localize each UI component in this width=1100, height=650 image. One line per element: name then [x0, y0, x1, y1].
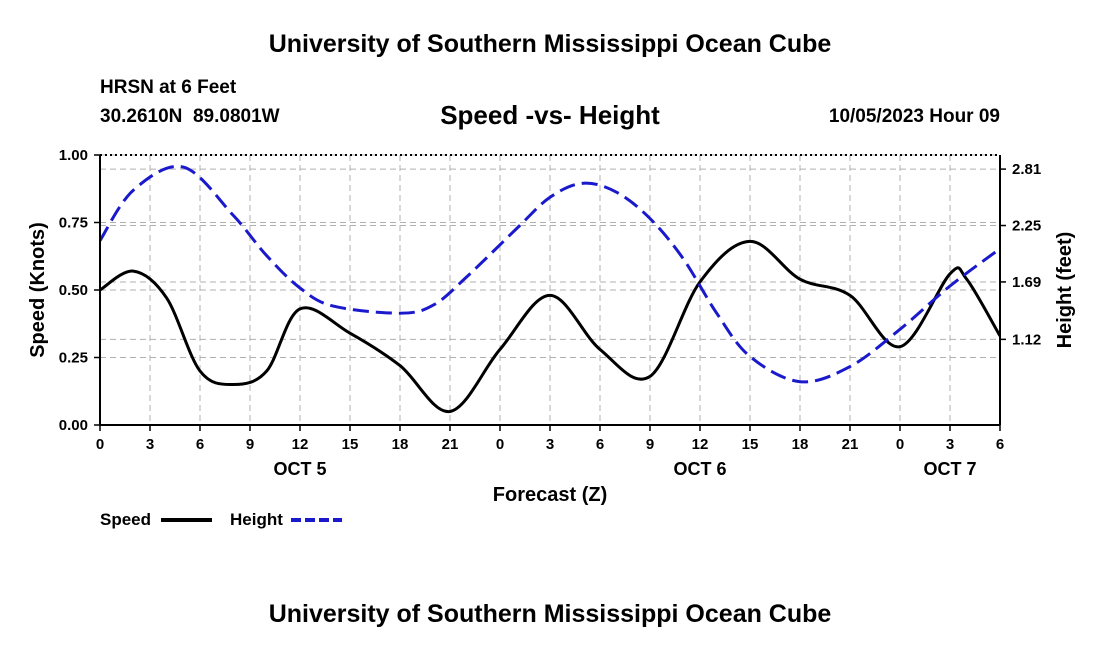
series-line-height — [100, 164, 1000, 384]
x-tick-label: 18 — [392, 436, 409, 453]
y-left-tick-label: 0.25 — [59, 350, 88, 367]
legend-speed-label: Speed — [100, 510, 152, 529]
x-tick-label: 9 — [246, 436, 254, 453]
legend-height-swatch — [291, 518, 342, 522]
x-tick-label: 0 — [896, 436, 904, 453]
x-tick-label: 6 — [996, 436, 1004, 453]
x-tick-label: 18 — [792, 436, 809, 453]
x-tick-label: 15 — [342, 436, 359, 453]
y-left-tick-label: 0.75 — [59, 215, 88, 232]
station-coordinates: 30.2610N 89.0801W — [100, 106, 280, 127]
x-tick-label: 9 — [646, 436, 654, 453]
y-right-tick-label: 1.12 — [1012, 331, 1041, 348]
chart-title: Speed -vs- Height — [440, 100, 660, 130]
x-day-label: OCT 6 — [673, 459, 726, 479]
y-left-tick-label: 1.00 — [59, 147, 88, 164]
page-title-top: University of Southern Mississippi Ocean… — [268, 30, 832, 58]
x-tick-label: 15 — [742, 436, 759, 453]
x-day-label: OCT 7 — [923, 459, 976, 479]
x-tick-label: 6 — [196, 436, 204, 453]
x-day-label: OCT 5 — [273, 459, 326, 479]
x-axis-title: Forecast (Z) — [493, 484, 607, 506]
y-right-axis-title: Height (feet) — [1054, 232, 1076, 349]
x-tick-label: 3 — [546, 436, 554, 453]
x-tick-label: 21 — [442, 436, 459, 453]
x-tick-label: 12 — [292, 436, 309, 453]
x-tick-label: 0 — [496, 436, 504, 453]
forecast-datetime: 10/05/2023 Hour 09 — [828, 106, 1000, 127]
x-tick-label: 3 — [946, 436, 954, 453]
x-tick-label: 3 — [146, 436, 154, 453]
x-tick-label: 6 — [596, 436, 604, 453]
y-right-tick-label: 2.81 — [1012, 161, 1041, 178]
series-line-speed — [100, 239, 1000, 414]
y-left-tick-label: 0.50 — [59, 282, 88, 299]
y-right-tick-label: 1.69 — [1012, 274, 1041, 291]
x-tick-label: 0 — [96, 436, 104, 453]
station-label: HRSN at 6 Feet — [100, 77, 237, 98]
page-title-bottom: University of Southern Mississippi Ocean… — [268, 600, 832, 628]
y-right-tick-label: 2.25 — [1012, 218, 1041, 235]
y-left-tick-label: 0.00 — [59, 417, 88, 434]
legend-speed-swatch — [161, 518, 212, 522]
y-left-axis-title: Speed (Knots) — [27, 222, 49, 358]
x-tick-label: 12 — [692, 436, 709, 453]
series-layer — [100, 164, 1000, 414]
legend-height-label: Height — [230, 510, 283, 529]
x-tick-label: 21 — [842, 436, 859, 453]
axis-layer: 0 3 6 9 12 15 18 21 0 3 6 9 12 15 18 21 0 3 6 OCT 5 OCT 6 OCT… — [27, 147, 1076, 506]
